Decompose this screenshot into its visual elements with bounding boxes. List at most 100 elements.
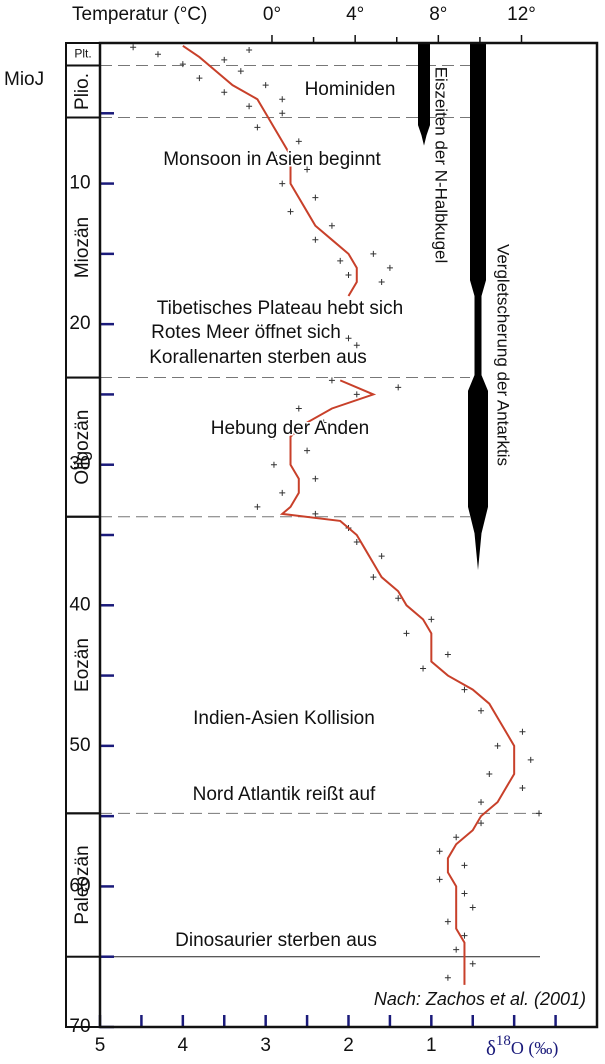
x2-tick-label: 0°	[263, 4, 281, 25]
data-point	[221, 89, 228, 96]
data-point	[279, 180, 286, 187]
plot-area	[130, 44, 543, 985]
annotation: Nord Atlantik reißt auf	[193, 784, 376, 805]
x-label-part: δ	[486, 1036, 496, 1060]
x2-tick-label: 4°	[346, 4, 364, 25]
data-point	[154, 51, 161, 58]
data-point	[478, 820, 485, 827]
data-point	[519, 785, 526, 792]
ice-sheet-bar	[418, 43, 430, 146]
data-point	[328, 377, 335, 384]
data-point	[270, 152, 277, 159]
annotation: Rotes Meer öffnet sich	[151, 322, 341, 343]
data-point	[337, 257, 344, 264]
data-point	[254, 503, 261, 510]
ice-sheet-label: Vergletscherung der Antarktis	[494, 244, 513, 466]
data-point	[312, 510, 319, 517]
y-tick-label: 30	[69, 454, 90, 475]
data-point	[353, 342, 360, 349]
data-point	[279, 110, 286, 117]
epoch-label: Oligozän	[72, 410, 93, 485]
data-point	[353, 539, 360, 546]
data-point	[345, 271, 352, 278]
x-tick-label: 5	[95, 1035, 106, 1056]
annotation: Indien-Asien Kollision	[193, 708, 375, 729]
data-point	[444, 918, 451, 925]
data-point	[287, 208, 294, 215]
plot-frame	[98, 41, 599, 1029]
data-point	[345, 335, 352, 342]
epoch-label: Plt.	[74, 46, 91, 60]
annotation: Tibetisches Plateau hebt sich	[157, 298, 403, 319]
data-point	[486, 770, 493, 777]
epoch-label: Paleozän	[72, 845, 93, 924]
data-point	[312, 236, 319, 243]
data-point	[246, 103, 253, 110]
data-point	[370, 574, 377, 581]
data-point	[461, 862, 468, 869]
data-point	[221, 56, 228, 63]
data-point	[536, 810, 543, 817]
data-point	[444, 651, 451, 658]
annotation: Hominiden	[305, 79, 396, 100]
data-point	[453, 834, 460, 841]
annotation: Hebung der Anden	[211, 418, 369, 439]
data-point	[395, 595, 402, 602]
data-point	[254, 124, 261, 131]
x-tick-label: 3	[260, 1035, 271, 1056]
smoothed-curve	[182, 44, 516, 985]
data-point	[478, 799, 485, 806]
data-point	[295, 405, 302, 412]
y-axis-label: MioJ	[4, 69, 44, 90]
data-point	[237, 68, 244, 75]
x-axis-label: δ18O (‰)	[486, 1033, 558, 1059]
data-point	[270, 461, 277, 468]
data-point	[246, 47, 253, 54]
y-tick-label: 20	[69, 313, 90, 334]
ice-sheet-label: Eiszeiten der N-Halbkugel	[432, 67, 451, 264]
data-point	[469, 904, 476, 911]
x-label-part: O (‰)	[511, 1038, 559, 1059]
data-point	[353, 391, 360, 398]
annotation: Korallenarten sterben aus	[149, 347, 367, 368]
data-point	[428, 616, 435, 623]
annotation: Monsoon in Asien beginnt	[163, 149, 381, 170]
data-point	[378, 278, 385, 285]
data-point	[320, 419, 327, 426]
data-point	[262, 82, 269, 89]
data-point	[312, 194, 319, 201]
source-note: Nach: Zachos et al. (2001)	[374, 989, 586, 1009]
y-tick-label: 70	[69, 1016, 90, 1037]
data-point	[461, 932, 468, 939]
data-point	[304, 166, 311, 173]
scatter-points	[130, 44, 543, 981]
epoch-label: Plio.	[72, 73, 93, 110]
data-point	[444, 974, 451, 981]
x2-tick-label: 8°	[429, 4, 447, 25]
data-point	[312, 475, 319, 482]
x-tick-label: 2	[343, 1035, 354, 1056]
y-tick-label: 40	[69, 594, 90, 615]
data-point	[328, 222, 335, 229]
ice-sheet-bar	[468, 43, 488, 571]
data-point	[478, 707, 485, 714]
data-point	[196, 75, 203, 82]
data-point	[461, 890, 468, 897]
x2-tick-label: 12°	[507, 4, 536, 25]
data-point	[386, 264, 393, 271]
data-point	[304, 447, 311, 454]
x2-axis-label: Temperatur (°C)	[72, 4, 207, 25]
x-tick-label: 1	[426, 1035, 437, 1056]
annotation: Dinosaurier sterben aus	[175, 930, 377, 951]
data-point	[436, 848, 443, 855]
data-point	[378, 553, 385, 560]
x-tick-label: 4	[178, 1035, 189, 1056]
data-point	[494, 742, 501, 749]
data-point	[130, 44, 137, 51]
data-point	[295, 138, 302, 145]
data-point	[370, 250, 377, 257]
data-point	[395, 384, 402, 391]
data-point	[453, 946, 460, 953]
